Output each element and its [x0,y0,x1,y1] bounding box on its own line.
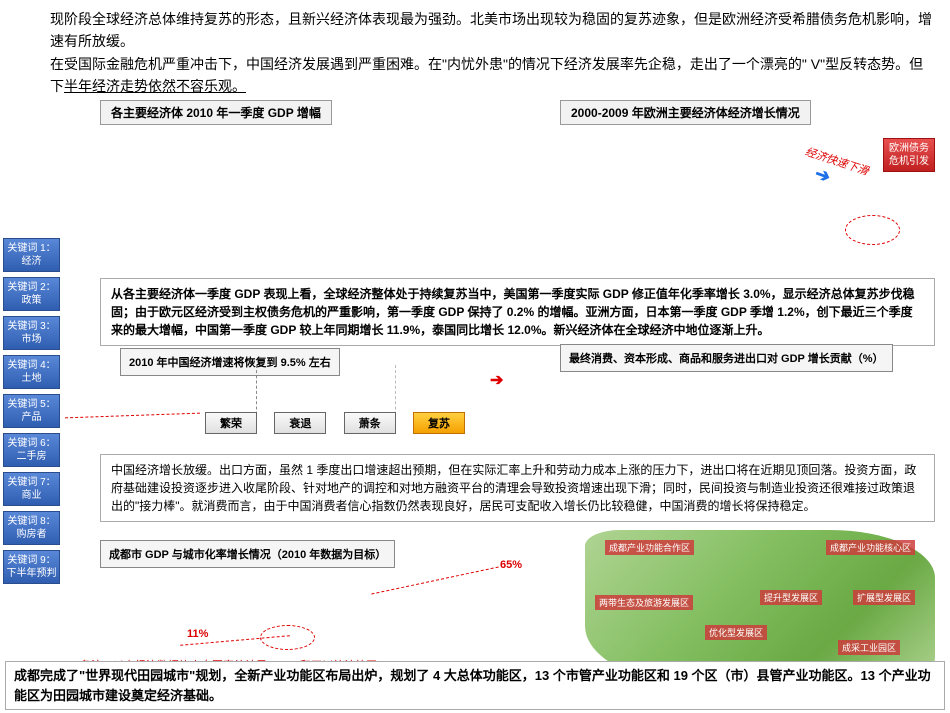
sidebar-item-2[interactable]: 关键词 2：政策 [3,277,60,311]
sidebar-item-5[interactable]: 关键词 5：产品 [3,394,60,428]
sidebar-item-3[interactable]: 关键词 3：市场 [3,316,60,350]
sidebar-item-7[interactable]: 关键词 7：商业 [3,472,60,506]
intro-p1: 现阶段全球经济总体维持复苏的形态，且新兴经济体表现最为强劲。北美市场出现较为稳固… [50,11,932,49]
keyword-sidebar: 关键词 1：经济 关键词 2：政策 关键词 3：市场 关键词 4：土地 关键词 … [3,238,60,589]
text-block-gdp: 从各主要经济体一季度 GDP 表现上看，全球经济整体处于持续复苏当中，美国第一季… [100,278,935,346]
stage-btn-0[interactable]: 繁荣 [205,412,257,434]
section-title-right: 2000-2009 年欧洲主要经济体经济增长情况 [560,100,811,125]
map-label-4: 扩展型发展区 [853,590,915,605]
callout-contribution: 最终消费、资本形成、商品和服务进出口对 GDP 增长贡献（%） [560,344,893,372]
map-label-6: 成采工业园区 [838,640,900,655]
map-label-2: 两带生态及旅游发展区 [595,595,693,610]
dashed-oval-1 [845,215,900,245]
sidebar-item-8[interactable]: 关键词 8：购房者 [3,511,60,545]
sidebar-item-4[interactable]: 关键词 4：土地 [3,355,60,389]
text-block-china-slowdown: 中国经济增长放缓。出口方面，虽然 1 季度出口增速超出预期，但在实际汇率上升和劳… [100,454,935,522]
map-label-1: 成都产业功能核心区 [826,540,915,555]
stage-btn-3[interactable]: 复苏 [413,412,465,434]
sidebar-item-1[interactable]: 关键词 1：经济 [3,238,60,272]
sidebar-item-9[interactable]: 关键词 9：下半年预判 [3,550,60,584]
sidebar-item-6[interactable]: 关键词 6：二手房 [3,433,60,467]
red-diagonal-text: 经济快速下滑 [803,143,871,179]
dashed-line-65 [371,566,498,594]
callout-china-gdp: 2010 年中国经济增速将恢复到 9.5% 左右 [120,348,340,376]
blue-arrow-icon: ➔ [812,163,833,188]
section-title-left: 各主要经济体 2010 年一季度 GDP 增幅 [100,100,332,125]
red-arrow-icon: ➔ [490,370,503,390]
dashed-line-left [65,413,200,419]
percent-65: 65% [500,559,522,571]
map-label-5: 优化型发展区 [705,625,767,640]
percent-11: 11% [187,628,208,640]
callout-chengdu-gdp: 成都市 GDP 与城市化率增长情况（2010 年数据为目标） [100,540,395,568]
intro-text: 现阶段全球经济总体维持复苏的形态，且新兴经济体表现最为强劲。北美市场出现较为稳固… [50,8,935,98]
map-label-3: 提升型发展区 [760,590,822,605]
stage-buttons: 繁荣 衰退 萧条 复苏 [205,412,479,434]
map-label-0: 成都产业功能合作区 [605,540,694,555]
stage-btn-2[interactable]: 萧条 [344,412,396,434]
red-badge-crisis: 欧洲债务 危机引发 [883,138,935,172]
bottom-summary: 成都完成了"世界现代田园城市"规划，全新产业功能区布局出炉，规划了 4 大总体功… [5,661,945,710]
stage-btn-1[interactable]: 衰退 [274,412,326,434]
intro-p2u: 半年经济走势依然不容乐观。 [64,78,246,94]
